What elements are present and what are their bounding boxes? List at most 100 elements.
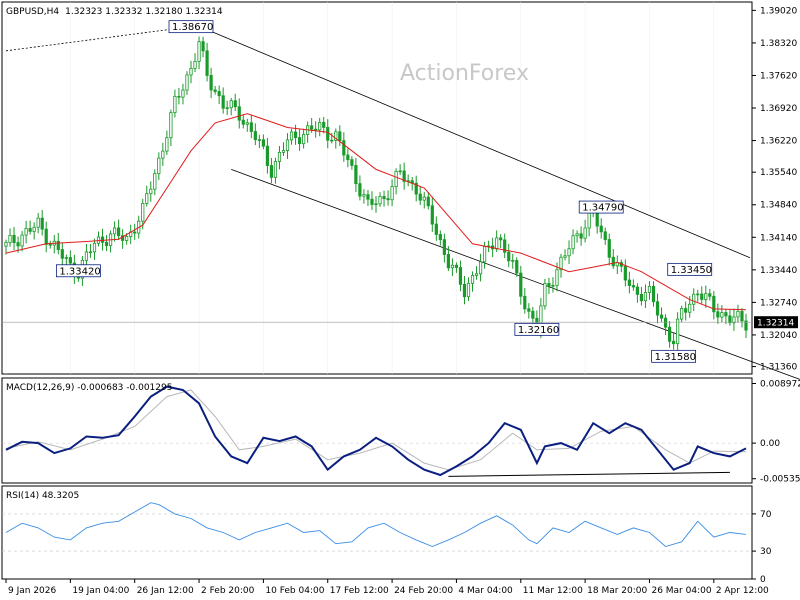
time-axis-label: 11 Mar 12:00 [523, 586, 583, 596]
candle-body [688, 303, 692, 313]
price-y-axis[interactable]: 1.39020 1.38320 1.37620 1.36920 1.36220 1.355… [752, 6, 798, 373]
candle-body [169, 112, 173, 139]
candle-body [161, 150, 165, 159]
candle-body [28, 228, 32, 232]
candlesticks[interactable] [4, 36, 748, 352]
candle-body [659, 314, 664, 319]
time-axis-label: 2 Feb 20:00 [201, 586, 255, 596]
candle-body [112, 227, 117, 235]
candle-body [446, 254, 450, 269]
candle-body [531, 310, 535, 319]
candle-body [667, 326, 672, 342]
candle-body [358, 183, 362, 197]
time-x-axis[interactable]: 9 Jan 2026 19 Jan 04:00 26 Jan 12:00 2 Feb … [5, 579, 769, 596]
candle-body [213, 89, 217, 92]
candle-body [153, 173, 157, 190]
candle-body [16, 242, 20, 247]
candle-body [173, 95, 177, 113]
candle-body [732, 316, 736, 324]
candle-body [663, 317, 668, 328]
macd-panel[interactable]: MACD(12,26,9) -0.000683 -0.001295 [1, 377, 753, 484]
candle-body [100, 236, 105, 243]
candle-body [249, 122, 253, 132]
price-panel[interactable]: ActionForex 1.38670 1.33420 1.32160 1.34790… [1, 1, 800, 383]
candle-body [555, 269, 559, 286]
candle-body [48, 244, 52, 246]
candle-body [515, 260, 519, 274]
candle-body [281, 150, 286, 153]
candle-body [265, 145, 270, 166]
time-axis-label: 9 Jan 2026 [8, 586, 56, 596]
candle-body [201, 41, 205, 52]
macd-axis-label: 0.008972 [760, 380, 800, 390]
price-axis-label: 1.36220 [760, 137, 797, 147]
candle-body [414, 182, 418, 195]
price-axis-label: 1.32040 [760, 331, 797, 341]
candle-body [326, 127, 330, 141]
price-annotations: 1.38670 1.33420 1.32160 1.34790 1.33450 1.315… [55, 20, 713, 363]
price-label: 1.31580 [655, 352, 696, 363]
candle-body [563, 255, 567, 258]
candle-body [189, 67, 193, 76]
candle-body [551, 284, 555, 287]
candle-body [684, 308, 688, 313]
rsi-y-axis[interactable]: 70 30 0 [752, 510, 772, 585]
candle-body [692, 293, 696, 305]
candle-body [117, 227, 121, 237]
trendline [202, 27, 751, 259]
candle-body [394, 170, 398, 187]
candle-body [478, 261, 483, 275]
candle-body [104, 241, 109, 247]
candle-body [422, 196, 426, 201]
candle-body [217, 91, 221, 97]
candle-body [438, 234, 442, 241]
candle-body [221, 95, 225, 109]
price-axis-label: 1.31360 [760, 363, 797, 373]
rsi-panel[interactable]: RSI(14) 48.3205 [1, 485, 753, 580]
candle-body [623, 265, 627, 281]
candle-body [527, 308, 531, 312]
candle-body [157, 157, 161, 175]
candle-body [454, 264, 459, 268]
candle-body [334, 131, 338, 141]
candle-body [458, 267, 463, 285]
candle-body [426, 196, 430, 207]
candle-body [12, 234, 16, 243]
candle-body [382, 196, 386, 200]
macd-panel-frame [1, 377, 753, 484]
price-label: 1.34790 [582, 203, 623, 214]
price-label-box [651, 349, 697, 363]
candle-body [511, 260, 515, 262]
candle-body [571, 235, 575, 250]
candle-body [474, 273, 479, 276]
candle-body [466, 282, 471, 298]
price-axis-label: 1.34840 [760, 201, 797, 211]
time-axis-label: 24 Feb 20:00 [394, 586, 453, 596]
candle-body [4, 242, 8, 247]
candle-body [450, 264, 455, 269]
rsi-gridlines [2, 513, 752, 552]
candle-body [611, 256, 615, 267]
chart-header: GBPUSD,H4 1.32323 1.32332 1.32180 1.32314 [6, 7, 223, 17]
candle-body [257, 139, 261, 141]
candle-body [482, 246, 487, 263]
candle-body [434, 223, 438, 235]
time-axis-label: 26 Jan 12:00 [137, 586, 194, 596]
candle-body [547, 283, 551, 287]
price-axis-label: 1.32740 [760, 298, 797, 308]
watermark: ActionForex [400, 61, 529, 86]
candle-body [583, 227, 587, 239]
candle-body [567, 248, 571, 257]
candle-body [635, 286, 640, 295]
candle-body [209, 75, 213, 91]
candle-body [587, 212, 591, 229]
candle-body [92, 242, 97, 253]
candle-body [205, 50, 209, 76]
candle-body [599, 225, 603, 233]
macd-y-axis[interactable]: 0.008972 0.00 -0.005356 [752, 380, 800, 485]
candle-body [704, 293, 708, 300]
price-axis-label: 1.37620 [760, 71, 797, 81]
candle-body [627, 279, 631, 286]
current-price-label: 1.32314 [757, 319, 794, 329]
candle-body [64, 257, 68, 259]
